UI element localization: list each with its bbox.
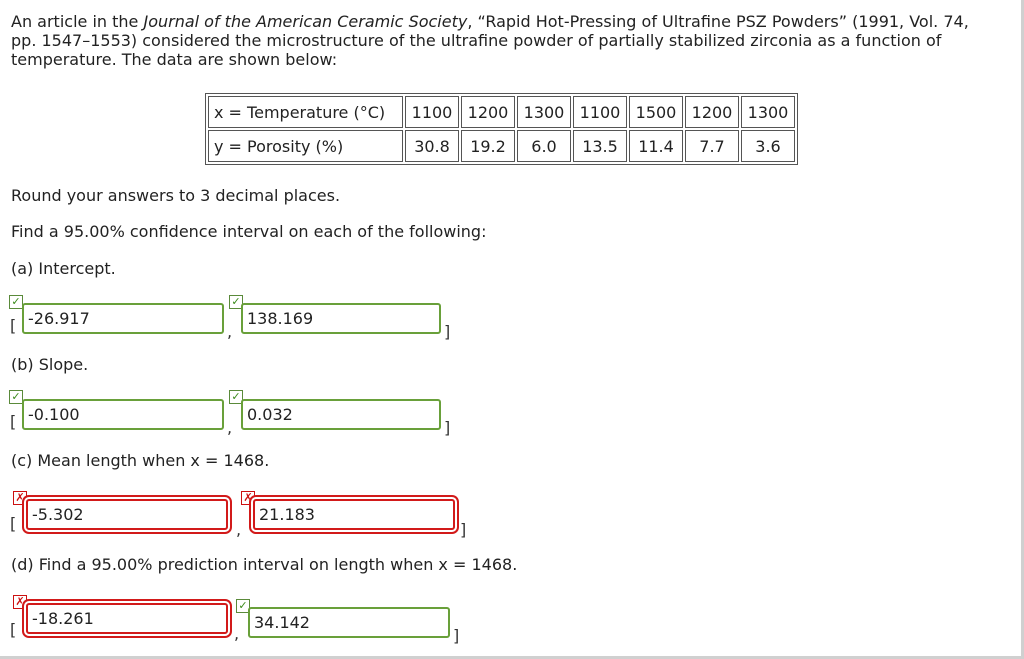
data-table: x = Temperature (°C) 1100 1200 1300 1100… bbox=[205, 93, 798, 165]
part-c-lower-input[interactable]: -5.302 bbox=[26, 499, 228, 530]
bottom-frame-border bbox=[0, 656, 1024, 659]
y-cell: 11.4 bbox=[629, 130, 683, 162]
problem-intro: An article in the Journal of the America… bbox=[11, 12, 1001, 69]
x-cell: 1200 bbox=[685, 96, 739, 128]
ci-instruction: Find a 95.00% confidence interval on eac… bbox=[11, 222, 487, 241]
porosity-label: y = Porosity (%) bbox=[208, 130, 403, 162]
part-d-lower-input[interactable]: -18.261 bbox=[26, 603, 228, 634]
close-bracket: ] bbox=[460, 520, 467, 539]
open-bracket: [ bbox=[10, 412, 17, 431]
temperature-row: x = Temperature (°C) 1100 1200 1300 1100… bbox=[208, 96, 795, 128]
part-c-upper-cross-icon: ✗ bbox=[241, 491, 255, 505]
intro-line-3: temperature. The data are shown below: bbox=[11, 50, 338, 69]
x-cell: 1300 bbox=[517, 96, 571, 128]
x-cell: 1300 bbox=[741, 96, 795, 128]
part-c-label: (c) Mean length when x = 1468. bbox=[11, 451, 270, 470]
right-frame-border bbox=[1021, 0, 1024, 659]
comma: , bbox=[227, 418, 233, 437]
x-cell: 1200 bbox=[461, 96, 515, 128]
part-d-upper-check-icon: ✓ bbox=[236, 599, 250, 613]
y-cell: 6.0 bbox=[517, 130, 571, 162]
temperature-label: x = Temperature (°C) bbox=[208, 96, 403, 128]
y-cell: 3.6 bbox=[741, 130, 795, 162]
part-a-lower-check-icon: ✓ bbox=[9, 295, 23, 309]
part-d-upper-input[interactable]: 34.142 bbox=[248, 607, 450, 638]
comma: , bbox=[236, 520, 242, 539]
y-cell: 13.5 bbox=[573, 130, 627, 162]
x-cell: 1100 bbox=[573, 96, 627, 128]
open-bracket: [ bbox=[10, 514, 17, 533]
intro-text-cont: , “Rapid Hot-Pressing of Ultrafine PSZ P… bbox=[467, 12, 969, 31]
open-bracket: [ bbox=[10, 316, 17, 335]
intro-text: An article in the bbox=[11, 12, 144, 31]
x-cell: 1100 bbox=[405, 96, 459, 128]
comma: , bbox=[227, 322, 233, 341]
part-b-lower-check-icon: ✓ bbox=[9, 390, 23, 404]
part-a-upper-check-icon: ✓ bbox=[229, 295, 243, 309]
close-bracket: ] bbox=[444, 322, 451, 341]
rounding-instruction: Round your answers to 3 decimal places. bbox=[11, 186, 341, 205]
part-a-lower-input[interactable]: -26.917 bbox=[22, 303, 224, 334]
y-cell: 19.2 bbox=[461, 130, 515, 162]
part-d-lower-cross-icon: ✗ bbox=[13, 595, 27, 609]
y-cell: 30.8 bbox=[405, 130, 459, 162]
part-b-upper-check-icon: ✓ bbox=[229, 390, 243, 404]
part-b-lower-input[interactable]: -0.100 bbox=[22, 399, 224, 430]
part-c-lower-cross-icon: ✗ bbox=[13, 491, 27, 505]
part-b-label: (b) Slope. bbox=[11, 355, 89, 374]
x-cell: 1500 bbox=[629, 96, 683, 128]
comma: , bbox=[234, 624, 240, 643]
part-a-label: (a) Intercept. bbox=[11, 259, 116, 278]
open-bracket: [ bbox=[10, 620, 17, 639]
intro-line-2: pp. 1547–1553) considered the microstruc… bbox=[11, 31, 942, 50]
part-d-label: (d) Find a 95.00% prediction interval on… bbox=[11, 555, 518, 574]
y-cell: 7.7 bbox=[685, 130, 739, 162]
close-bracket: ] bbox=[444, 418, 451, 437]
part-a-upper-input[interactable]: 138.169 bbox=[241, 303, 441, 334]
close-bracket: ] bbox=[453, 626, 460, 645]
part-b-upper-input[interactable]: 0.032 bbox=[241, 399, 441, 430]
part-c-upper-input[interactable]: 21.183 bbox=[253, 499, 455, 530]
porosity-row: y = Porosity (%) 30.8 19.2 6.0 13.5 11.4… bbox=[208, 130, 795, 162]
journal-name: Journal of the American Ceramic Society bbox=[143, 12, 468, 31]
